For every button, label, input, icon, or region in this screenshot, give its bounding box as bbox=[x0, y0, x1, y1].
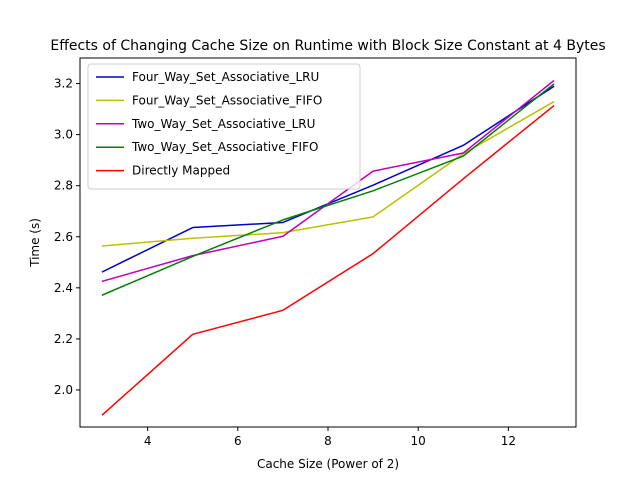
y-tick-label: 3.2 bbox=[54, 77, 73, 91]
x-axis-label: Cache Size (Power of 2) bbox=[257, 457, 399, 471]
y-tick-label: 2.0 bbox=[54, 383, 73, 397]
legend-label: Two_Way_Set_Associative_LRU bbox=[131, 117, 315, 131]
y-tick-label: 2.2 bbox=[54, 332, 73, 346]
y-tick-label: 2.8 bbox=[54, 179, 73, 193]
x-tick-label: 6 bbox=[234, 434, 242, 448]
x-tick-label: 10 bbox=[411, 434, 426, 448]
series-line-directly-mapped bbox=[101, 104, 555, 416]
legend: Four_Way_Set_Associative_LRU Four_Way_Set… bbox=[87, 63, 361, 190]
x-tick-label: 4 bbox=[144, 434, 152, 448]
x-axis: 4 6 8 10 12 bbox=[144, 427, 516, 448]
series-line-two-way-set-associative-lru bbox=[101, 79, 555, 283]
series-line-four-way-set-associative-fifo bbox=[101, 100, 555, 247]
y-tick-label: 2.4 bbox=[54, 281, 73, 295]
y-tick-label: 3.0 bbox=[54, 128, 73, 142]
y-tick-label: 2.6 bbox=[54, 230, 73, 244]
legend-label: Two_Way_Set_Associative_FIFO bbox=[131, 140, 318, 154]
legend-label: Four_Way_Set_Associative_LRU bbox=[132, 70, 319, 84]
x-tick-label: 12 bbox=[501, 434, 516, 448]
chart-title: Effects of Changing Cache Size on Runtim… bbox=[50, 38, 605, 54]
y-axis-label: Time (s) bbox=[28, 218, 42, 268]
series-layer bbox=[101, 79, 555, 416]
legend-label: Directly Mapped bbox=[132, 164, 230, 178]
legend-box bbox=[87, 63, 361, 190]
legend-label: Four_Way_Set_Associative_FIFO bbox=[132, 93, 322, 107]
x-tick-label: 8 bbox=[324, 434, 332, 448]
y-axis: 2.0 2.2 2.4 2.6 2.8 3.0 3.2 bbox=[54, 77, 80, 397]
series-line-two-way-set-associative-fifo bbox=[101, 83, 555, 296]
